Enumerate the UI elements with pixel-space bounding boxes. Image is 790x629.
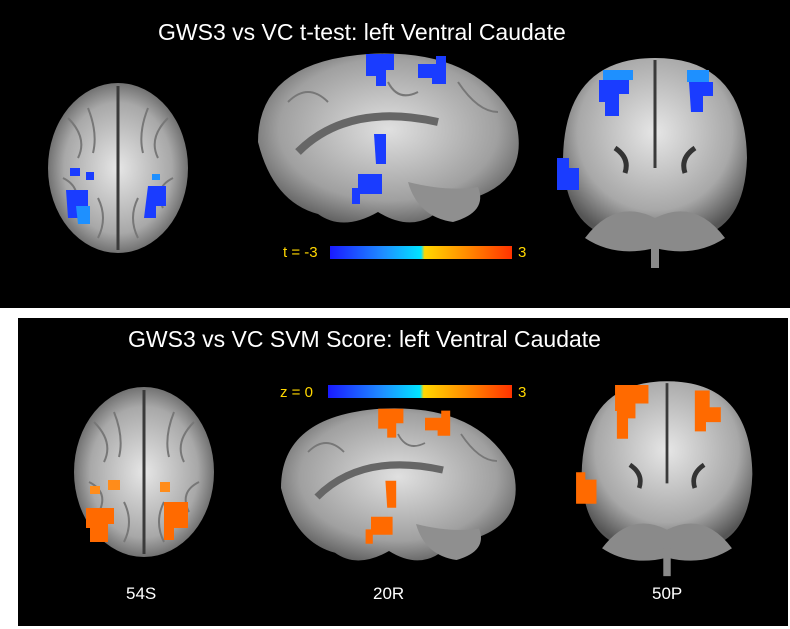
lightblue-cluster-left — [76, 206, 90, 224]
top-colorbar-max-label: 3 — [518, 244, 527, 261]
top-colorbar-min-label: t = -3 — [283, 244, 318, 261]
blue-cluster-caudate — [374, 134, 386, 164]
orange-cluster-right — [164, 502, 188, 540]
orange-cluster-temporal — [576, 472, 597, 504]
orange-cluster-left — [86, 508, 114, 542]
bottom-axial-brain-slice — [74, 387, 214, 557]
orange-cluster-right-top — [694, 390, 721, 432]
bottom-title: GWS3 vs VC SVM Score: left Ventral Cauda… — [128, 326, 601, 352]
orange-cluster-left-top — [615, 384, 649, 439]
bottom-sagittal-brain-slice — [281, 408, 516, 561]
bottom-colorbar-min-label: z = 0 — [280, 384, 313, 401]
top-sagittal-brain-slice — [258, 53, 519, 223]
orange-cluster-parietal — [425, 410, 451, 436]
blue-cluster-temporal — [557, 158, 579, 190]
blue-cluster-left-top — [599, 80, 629, 116]
top-coronal-brain-slice — [557, 58, 747, 268]
bottom-colorbar-max-label: 3 — [518, 384, 527, 401]
slice-label-sagittal: 20R — [373, 584, 405, 603]
orange-cluster-ventral — [365, 516, 393, 544]
blue-cluster-parietal — [418, 56, 446, 84]
bottom-colorbar — [328, 385, 512, 398]
orange-cluster-frontal — [378, 408, 404, 438]
blue-cluster-right — [144, 186, 166, 218]
orange-cluster-caudate — [385, 480, 397, 508]
bottom-coronal-brain-slice — [576, 381, 753, 577]
blue-cluster-left — [66, 190, 88, 218]
top-colorbar — [330, 246, 512, 259]
slice-label-axial: 54S — [126, 584, 157, 603]
blue-cluster-ventral — [352, 174, 382, 204]
blue-cluster-right-top — [689, 82, 713, 112]
lightblue-cluster-left-top — [603, 70, 633, 80]
blue-cluster-left-small — [70, 168, 94, 180]
lightblue-cluster-right-top — [687, 70, 709, 82]
top-axial-brain-slice — [48, 83, 188, 253]
blue-cluster-frontal — [366, 54, 394, 86]
slice-label-coronal: 50P — [652, 584, 683, 603]
top-title: GWS3 vs VC t-test: left Ventral Caudate — [158, 19, 566, 45]
